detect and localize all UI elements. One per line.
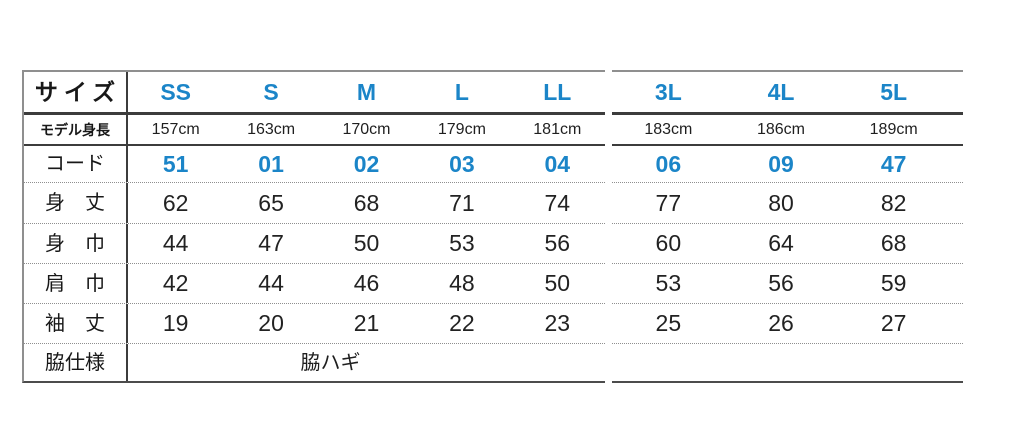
- table-row-shoulder-width: 53 56 59: [612, 264, 963, 304]
- measurement-value: 26: [768, 310, 794, 336]
- table-row-model-height: モデル身長 157cm 163cm 170cm 179cm 181cm: [24, 115, 605, 146]
- table-row-body-length: 身 丈 62 65 68 71 74: [24, 183, 605, 224]
- measurement-label: 肩 巾: [24, 264, 128, 303]
- size-table-extended: 3L 4L 5L 183cm 186cm 189cm 06 09 47 77 8…: [612, 70, 963, 383]
- measurement-value: 56: [544, 230, 571, 256]
- size-header: LL: [543, 78, 572, 105]
- size-header: M: [356, 78, 377, 105]
- measurement-value: 64: [768, 230, 794, 256]
- measurement-value: 27: [880, 310, 907, 336]
- size-header: SS: [160, 78, 192, 105]
- table-row-side-spec: 脇仕様 脇ハギ: [24, 344, 605, 381]
- table-row-code: 06 09 47: [612, 146, 963, 183]
- measurement-value: 59: [880, 270, 907, 296]
- measurement-value: 53: [655, 270, 682, 296]
- side-spec-label: 脇仕様: [24, 344, 128, 381]
- table-row-sizes: 3L 4L 5L: [612, 72, 963, 115]
- table-row-body-length: 77 80 82: [612, 183, 963, 224]
- measurement-value: 77: [655, 189, 682, 216]
- table-row-model-height: 183cm 186cm 189cm: [612, 115, 963, 146]
- measurement-label: 身 巾: [24, 224, 128, 263]
- size-header: 4L: [767, 78, 795, 105]
- measurement-value: 25: [655, 310, 682, 336]
- measurement-value: 62: [162, 189, 189, 216]
- measurement-label: 身 丈: [24, 183, 128, 223]
- measurement-value: 20: [258, 310, 284, 336]
- code-value: 04: [544, 150, 571, 177]
- measurement-value: 21: [353, 310, 380, 336]
- code-value: 47: [880, 150, 907, 177]
- size-header: S: [263, 78, 279, 105]
- model-height-value: 183cm: [644, 120, 693, 138]
- measurement-value: 60: [655, 230, 682, 256]
- measurement-value: 53: [449, 230, 475, 256]
- table-row-sleeve-length: 袖 丈 19 20 21 22 23: [24, 304, 605, 344]
- size-header: L: [454, 78, 469, 105]
- measurement-value: 19: [162, 310, 189, 336]
- model-height-label: モデル身長: [24, 115, 128, 144]
- table-row-sleeve-length: 25 26 27: [612, 304, 963, 344]
- table-row-side-spec-empty: [612, 344, 963, 381]
- table-row-body-width: 60 64 68: [612, 224, 963, 264]
- size-table-main: サイズ SS S M L LL モデル身長 157cm 163cm 170cm …: [22, 70, 605, 383]
- side-spec-value: 脇ハギ: [300, 351, 361, 374]
- model-height-value: 179cm: [437, 120, 486, 138]
- measurement-value: 47: [258, 230, 284, 256]
- table-row-body-width: 身 巾 44 47 50 53 56: [24, 224, 605, 264]
- model-height-value: 181cm: [533, 120, 582, 138]
- model-height-value: 163cm: [247, 120, 296, 138]
- model-height-value: 186cm: [756, 120, 805, 138]
- measurement-value: 80: [768, 189, 794, 216]
- table-row-sizes: サイズ SS S M L LL: [24, 72, 605, 115]
- table-row-code: コード 51 01 02 03 04: [24, 146, 605, 183]
- size-header: 5L: [880, 78, 908, 105]
- measurement-value: 44: [258, 270, 284, 296]
- model-height-value: 157cm: [151, 120, 200, 138]
- measurement-value: 46: [353, 270, 380, 296]
- measurement-value: 23: [544, 310, 571, 336]
- code-label: コード: [24, 146, 128, 182]
- model-height-value: 170cm: [342, 120, 391, 138]
- code-value: 51: [162, 150, 189, 177]
- measurement-value: 56: [768, 270, 794, 296]
- code-value: 02: [353, 150, 380, 177]
- measurement-value: 74: [544, 189, 571, 216]
- measurement-label: 袖 丈: [24, 304, 128, 343]
- measurement-value: 68: [353, 189, 380, 216]
- measurement-value: 48: [449, 270, 475, 296]
- measurement-value: 44: [162, 230, 189, 256]
- measurement-value: 65: [258, 189, 284, 216]
- measurement-value: 50: [353, 230, 380, 256]
- measurement-value: 42: [162, 270, 189, 296]
- code-value: 03: [449, 150, 475, 177]
- measurement-value: 50: [544, 270, 571, 296]
- code-value: 06: [655, 150, 682, 177]
- table-row-shoulder-width: 肩 巾 42 44 46 48 50: [24, 264, 605, 304]
- measurement-value: 71: [449, 189, 475, 216]
- measurement-value: 22: [449, 310, 475, 336]
- model-height-value: 189cm: [869, 120, 918, 138]
- code-value: 01: [258, 150, 284, 177]
- measurement-value: 82: [880, 189, 907, 216]
- measurement-value: 68: [880, 230, 907, 256]
- corner-label: サイズ: [24, 72, 128, 112]
- code-value: 09: [768, 150, 794, 177]
- size-header: 3L: [654, 78, 682, 105]
